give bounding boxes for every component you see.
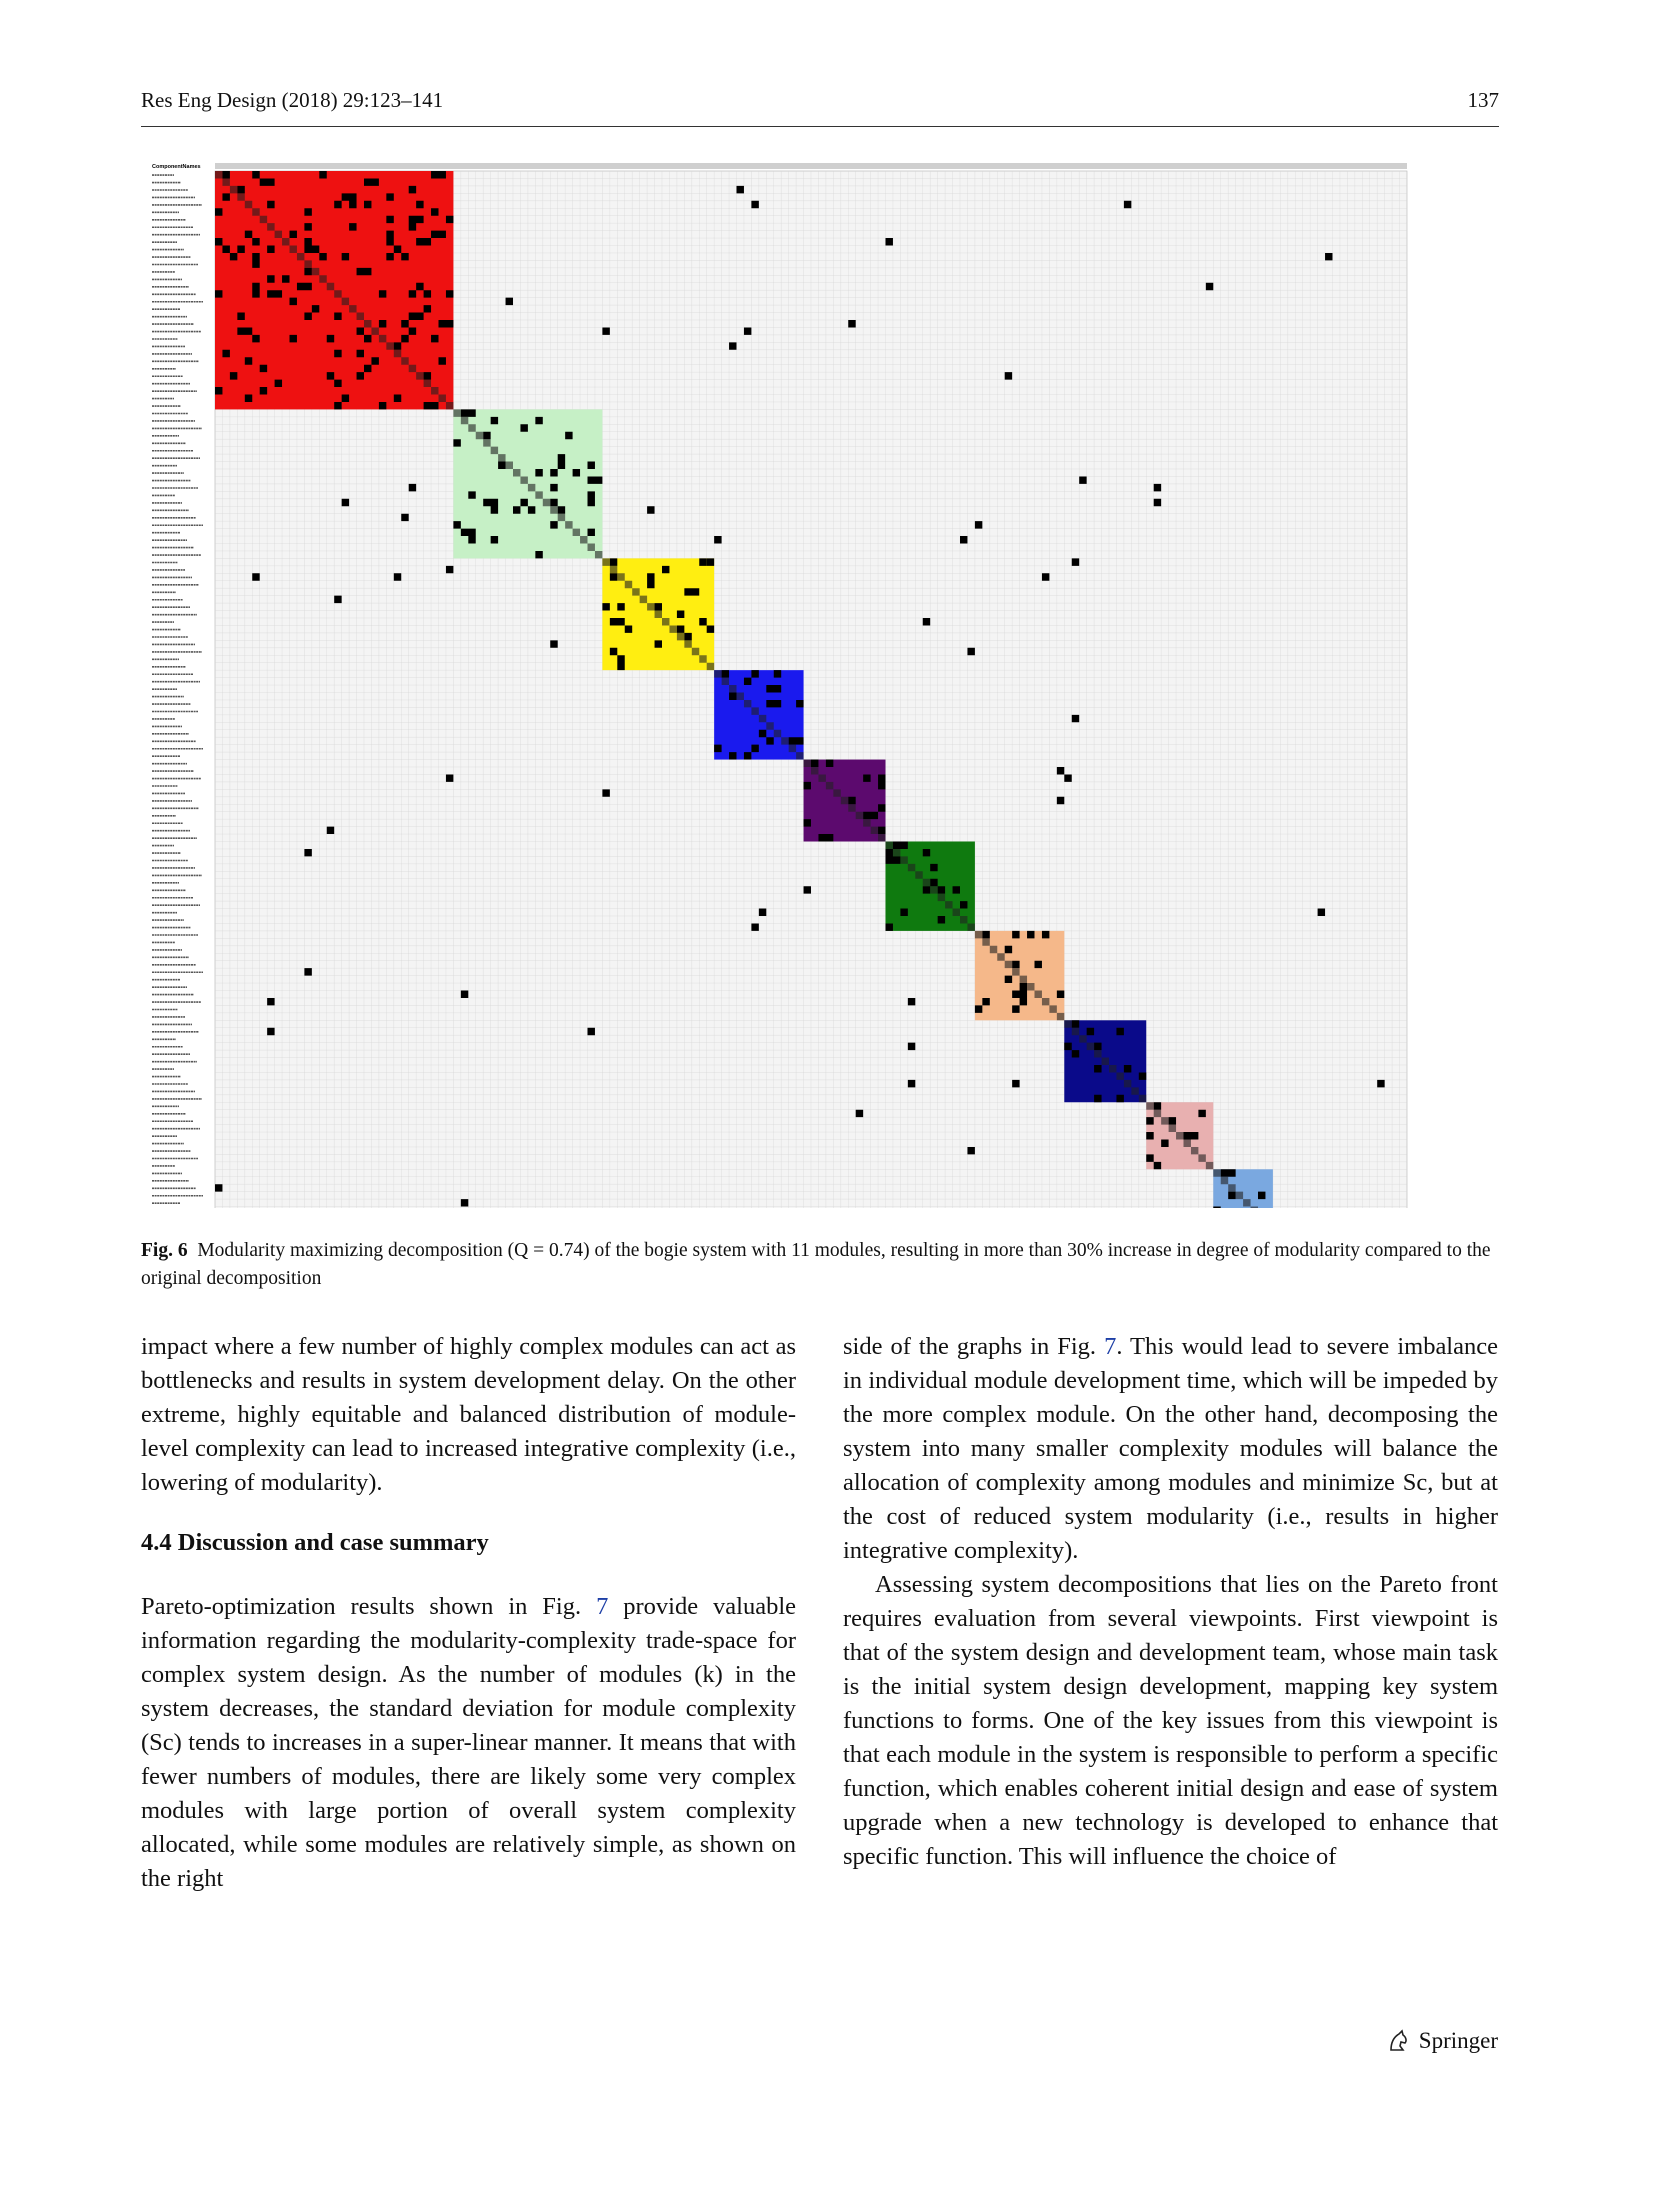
publisher-name: Springer (1418, 2028, 1498, 2053)
paragraph: side of the graphs in Fig. 7. This would… (843, 1330, 1498, 1568)
corner-label: ComponentNames (152, 164, 201, 170)
springer-horse-icon (1389, 2029, 1407, 2051)
publisher-logo: Springer (1385, 2028, 1498, 2054)
dsm-matrix: ComponentNames (150, 162, 1492, 1208)
text-run: . This would lead to severe imbalance in… (843, 1333, 1498, 1564)
text-run: side of the graphs in Fig. (843, 1333, 1105, 1360)
figure-label: Fig. 6 (141, 1240, 188, 1261)
text-run: provide valuable information regarding t… (141, 1593, 797, 1892)
header-rule (141, 126, 1499, 127)
left-column: impact where a few number of highly comp… (141, 1330, 796, 1896)
right-column: side of the graphs in Fig. 7. This would… (843, 1330, 1498, 1874)
paragraph: Assessing system decompositions that lie… (843, 1571, 1498, 1870)
caption-text: Modularity maximizing decomposition (Q =… (141, 1240, 1491, 1289)
figure-caption: Fig. 6 Modularity maximizing decompositi… (141, 1237, 1499, 1293)
page-number: 137 (1467, 88, 1500, 112)
paragraph: Pareto-optimization results shown in Fig… (141, 1590, 796, 1896)
dsm-matrix-figure: ComponentNames (150, 162, 1492, 1208)
text-run: Pareto-optimization results shown in Fig… (141, 1593, 597, 1620)
section-heading: 4.4 Discussion and case summary (141, 1529, 489, 1556)
paragraph: impact where a few number of highly comp… (141, 1333, 796, 1496)
journal-citation: Res Eng Design (2018) 29:123–141 (141, 88, 444, 112)
figure-reference-link[interactable]: 7 (1104, 1333, 1117, 1360)
figure-reference-link[interactable]: 7 (596, 1593, 609, 1620)
